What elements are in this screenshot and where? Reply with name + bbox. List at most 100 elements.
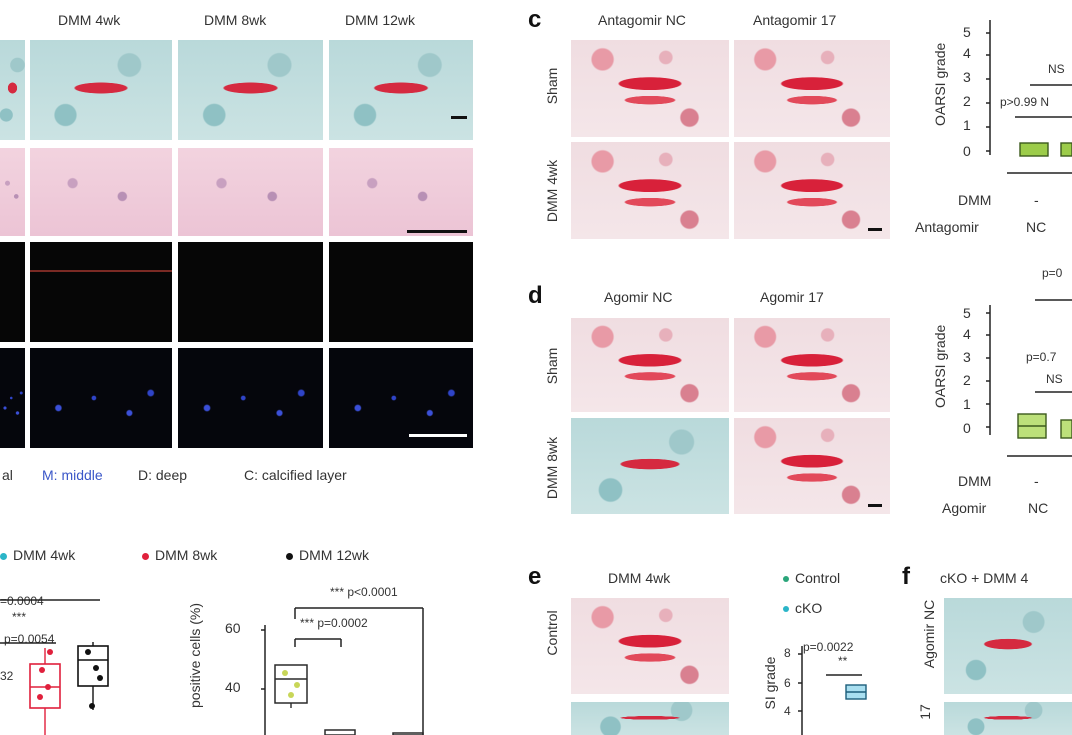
- histology-image: [734, 142, 890, 239]
- significance-stars: ***: [12, 610, 27, 624]
- p-value-annotation: p>0.99 N: [1000, 95, 1050, 109]
- fluorescence-image: [178, 242, 323, 342]
- y-axis-label: positive cells (%): [187, 602, 203, 708]
- col-header-agomir-17: Agomir 17: [760, 289, 824, 305]
- p-value-annotation: =0.0004: [0, 594, 44, 608]
- y-tick-label: 3: [963, 69, 971, 85]
- histology-image: [571, 418, 729, 514]
- legend-marker: [783, 576, 789, 583]
- p-value-annotation: p=0.7: [1026, 350, 1057, 364]
- row-label-dmm-8wk: DMM 8wk: [544, 436, 560, 500]
- p-value-annotation: *** p=0.0002: [300, 616, 368, 630]
- y-tick-label: 0: [963, 420, 971, 436]
- p-value-annotation: 32: [0, 669, 14, 683]
- zone-legend-superficial: al: [2, 467, 13, 483]
- legend-item-dmm-8wk: DMM 8wk: [142, 547, 217, 563]
- p-value-annotation: p=0.0022: [803, 640, 854, 654]
- histology-image: [571, 40, 729, 137]
- fluorescence-image: [178, 348, 323, 448]
- y-tick-label: 1: [963, 396, 971, 412]
- histology-image: [329, 40, 473, 140]
- fluorescence-image: [329, 242, 473, 342]
- x-row-label: Antagomir: [915, 219, 979, 235]
- legend-item-dmm-12wk: DMM 12wk: [286, 547, 369, 563]
- panel-title: cKO + DMM 4: [940, 570, 1029, 586]
- scale-bar: [868, 228, 882, 231]
- panel-letter: e: [528, 563, 542, 590]
- zone-legend-deep: D: deep: [138, 467, 188, 483]
- col-header-dmm-4wk: DMM 4wk: [58, 12, 121, 28]
- significance-label: NS: [1046, 372, 1063, 386]
- histology-image: [571, 318, 729, 412]
- y-tick-label: 4: [784, 704, 791, 718]
- col-header-dmm-8wk: DMM 8wk: [204, 12, 267, 28]
- histology-image: [178, 40, 323, 140]
- histology-image: [734, 318, 890, 412]
- y-axis-label: OARSI grade: [932, 324, 948, 408]
- y-tick-label: 2: [963, 93, 971, 109]
- scale-bar: [407, 230, 467, 233]
- x-row-label: Agomir: [942, 500, 987, 516]
- fluorescence-image: [329, 348, 473, 448]
- p-value-annotation: p=0: [1042, 266, 1063, 280]
- legend-label: DMM 12wk: [299, 547, 370, 563]
- fluorescence-image: [30, 242, 172, 342]
- oarsi-boxplot: [986, 20, 1072, 174]
- col-header-antagomir-17: Antagomir 17: [753, 12, 837, 28]
- row-label-17: 17: [917, 704, 933, 720]
- zone-legend-calcified: C: calcified layer: [244, 467, 347, 483]
- panel-letter: d: [528, 282, 543, 309]
- legend-item-dmm-4wk: DMM 4wk: [0, 547, 75, 563]
- histology-image: [944, 702, 1072, 735]
- col-header-dmm-4wk: DMM 4wk: [608, 570, 671, 586]
- legend-label: DMM 4wk: [13, 547, 76, 563]
- row-label-control: Control: [544, 610, 560, 656]
- significance-label: NS: [1048, 62, 1065, 76]
- y-tick-label: 5: [963, 305, 971, 321]
- histology-image: [571, 702, 729, 735]
- legend-marker: [142, 552, 149, 560]
- legend-label: Control: [795, 570, 841, 586]
- panel-letter: f: [902, 563, 910, 590]
- y-tick-label: 60: [225, 620, 241, 636]
- col-header-dmm-12wk: DMM 12wk: [345, 12, 416, 28]
- panel-letter: c: [528, 6, 542, 33]
- left-boxplot: [0, 599, 109, 735]
- row-label-dmm-4wk: DMM 4wk: [544, 159, 560, 223]
- legend-label: DMM 8wk: [155, 547, 218, 563]
- y-tick-label: 6: [784, 676, 791, 690]
- x-row-label: DMM: [958, 473, 992, 489]
- histology-image: [178, 148, 323, 236]
- x-row-value: NC: [1028, 500, 1049, 516]
- row-label-agomir-nc: Agomir NC: [921, 599, 937, 669]
- legend-marker: [286, 552, 293, 560]
- si-boxplot: [798, 646, 867, 735]
- row-label-sham: Sham: [544, 347, 560, 385]
- significance-stars: **: [838, 654, 848, 668]
- fluorescence-image: [0, 242, 25, 342]
- histology-image: [0, 40, 25, 140]
- col-header-agomir-nc: Agomir NC: [604, 289, 673, 305]
- y-axis-label: SI grade: [762, 656, 778, 710]
- row-label-sham: Sham: [544, 67, 560, 105]
- y-tick-label: 8: [784, 646, 791, 660]
- legend-item-control: Control: [783, 570, 840, 586]
- histology-image: [0, 148, 25, 236]
- zone-legend-middle: M: middle: [42, 467, 103, 483]
- scale-bar: [409, 434, 467, 437]
- y-axis-label: OARSI grade: [932, 42, 948, 126]
- histology-image: [30, 148, 172, 236]
- legend-marker: [783, 606, 789, 613]
- legend-item-cko: cKO: [783, 600, 822, 616]
- y-tick-label: 2: [963, 372, 971, 388]
- y-tick-label: 1: [963, 117, 971, 133]
- scale-bar: [868, 504, 882, 507]
- fluorescence-image: [30, 348, 172, 448]
- legend-label: cKO: [795, 600, 823, 616]
- histology-image: [571, 598, 729, 694]
- histology-image: [734, 418, 890, 514]
- x-row-label: DMM: [958, 192, 992, 208]
- x-row-value: -: [1034, 473, 1039, 489]
- x-row-value: NC: [1026, 219, 1047, 235]
- y-tick-label: 0: [963, 143, 971, 159]
